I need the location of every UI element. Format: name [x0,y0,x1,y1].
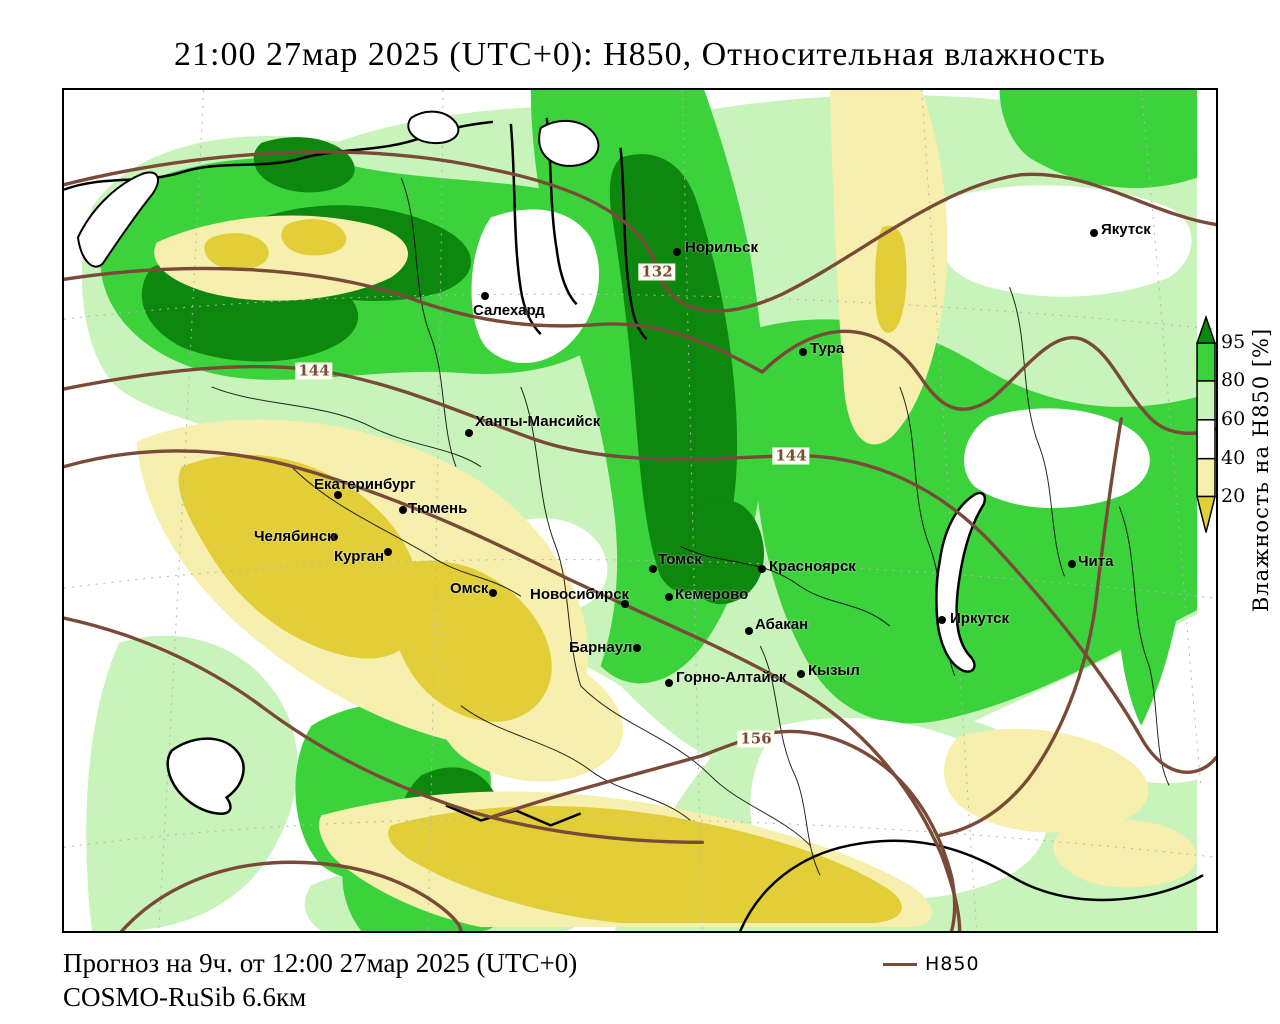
humidity-map-svg [64,90,1216,931]
city-label: Екатеринбург [314,476,416,493]
city-dot [758,565,766,573]
colorbar-tick-label: 60 [1221,408,1246,430]
city-dot [1090,229,1098,237]
city-dot [745,627,753,635]
city-label: Тура [810,340,845,357]
city-label: Томск [658,551,702,568]
colorbar-tick-label: 40 [1221,447,1246,469]
contour-value-label: 144 [772,447,810,465]
city-label: Барнаул [569,639,633,656]
graticule-layer [64,90,1216,931]
city-label: Кызыл [808,662,860,679]
city-label: Иркутск [950,610,1009,627]
city-dot [384,548,392,556]
colorbar-tick-label: 95 [1221,331,1246,353]
city-dot [938,616,946,624]
city-dot [621,600,629,608]
contour-value-label: 144 [295,362,333,380]
lake-shape [166,737,245,815]
coastline-layer [64,110,987,827]
colorbar-tick-label: 20 [1221,485,1246,507]
contour-legend: H850 [883,953,980,975]
lake-baikal [935,491,987,673]
map-canvas: Норильск Салехард Тура Якутск Ханты-Мансийск… [62,88,1218,933]
city-dot [673,248,681,256]
colorbar-axis-label: Влажность на H850 [%] [1249,327,1273,613]
city-label: Кемерово [675,586,749,603]
city-dot [799,348,807,356]
city-dot [399,506,407,514]
city-label: Абакан [755,616,809,633]
region-borders-layer [211,177,1204,931]
city-label: Курган [334,548,385,565]
city-dot [633,644,641,652]
city-label: Тюмень [408,500,468,517]
city-dot [481,292,489,300]
humidity-field-layer [64,90,1216,931]
city-dot [797,670,805,678]
h850-legend-line-icon [883,962,917,966]
city-dot [649,565,657,573]
city-label: Горно-Алтайск [676,669,787,686]
model-name-text: COSMO-RuSib 6.6км [63,982,307,1012]
colorbar [1195,314,1216,533]
city-dot [334,491,342,499]
colorbar-tick-label: 80 [1221,369,1246,391]
city-label: Ханты-Мансийск [475,413,601,430]
city-dot [665,593,673,601]
contour-value-label: 132 [638,263,676,281]
city-dot [465,429,473,437]
h850-contour-layer [64,150,1216,931]
city-dot [330,533,338,541]
city-label: Норильск [685,239,758,256]
forecast-info-text: Прогноз на 9ч. от 12:00 27мар 2025 (UTC+… [63,948,578,978]
city-label: Якутск [1101,221,1151,238]
island-shape [538,120,600,167]
island-shape [407,110,460,145]
city-dot [1068,560,1076,568]
city-label: Чита [1078,553,1114,570]
city-label: Новосибирск [530,586,630,603]
city-label: Омск [450,580,489,597]
city-dot [489,589,497,597]
contour-value-label: 156 [737,730,775,748]
city-label: Красноярск [769,558,856,575]
h850-legend-label: H850 [925,953,980,975]
island-shape [76,171,159,268]
city-label: Челябинск [254,528,335,545]
city-dot [665,679,673,687]
page-title: 21:00 27мар 2025 (UTC+0): H850, Относите… [174,36,1106,73]
city-label: Салехард [473,302,545,319]
